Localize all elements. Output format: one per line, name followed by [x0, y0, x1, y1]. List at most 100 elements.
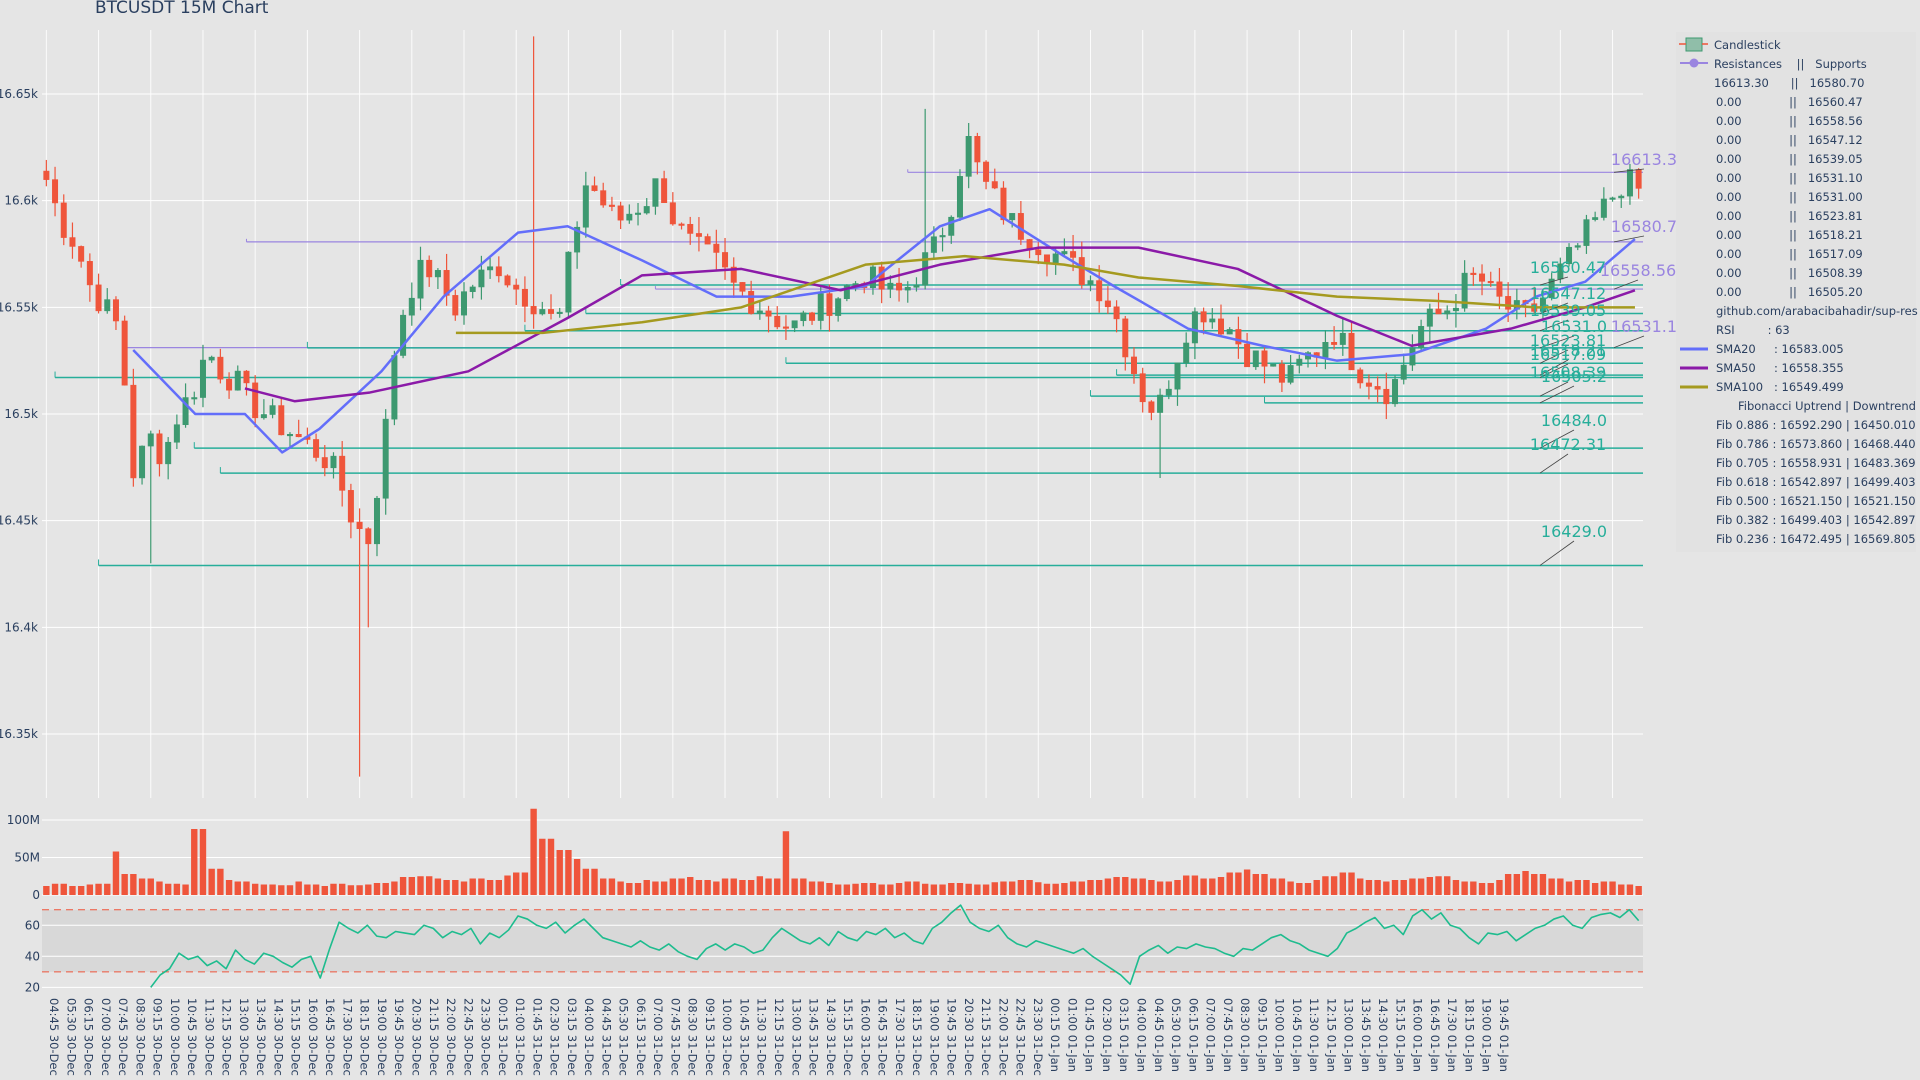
x-tick-label: 11:30 31-Dec	[755, 998, 769, 1076]
x-tick-label: 15:15 30-Dec	[289, 998, 303, 1076]
volume-bar	[948, 883, 955, 895]
x-tick-label: 19:45 30-Dec	[392, 998, 406, 1076]
x-tick-label: 13:00 31-Dec	[789, 998, 803, 1076]
x-tick-label: 01:45 01-Jan	[1083, 998, 1097, 1072]
candle-body	[226, 378, 233, 391]
volume-bar	[1261, 874, 1268, 895]
volume-bar	[591, 868, 598, 895]
candle-body	[1626, 169, 1633, 197]
level-annotation-arrow	[1539, 335, 1575, 349]
volume-bar	[312, 884, 320, 895]
x-tick-label: 10:45 01-Jan	[1290, 998, 1304, 1072]
candle-body	[1235, 329, 1242, 345]
x-tick-label: 19:45 31-Dec	[945, 998, 959, 1076]
volume-bar	[1383, 881, 1390, 895]
volume-bar	[1052, 883, 1059, 895]
x-tick-label: 09:15 01-Jan	[1255, 998, 1269, 1072]
candle-body	[1479, 273, 1486, 282]
volume-bar	[1557, 878, 1564, 895]
candle-body	[1331, 342, 1338, 345]
candle-body	[139, 445, 146, 479]
volume-bar	[1391, 880, 1399, 895]
candle-body	[191, 397, 198, 400]
volume-bar	[1069, 881, 1077, 895]
volume-bar	[843, 884, 851, 895]
rsi-tick-label: 40	[25, 949, 40, 963]
price-tick-label: 16.45k	[0, 514, 38, 528]
candle-body	[1252, 350, 1259, 368]
candle-body	[1444, 310, 1451, 315]
candle-body	[974, 136, 981, 163]
legend-fib-row: Fib 0.886 : 16592.290 | 16450.010	[1716, 418, 1916, 432]
legend-sr-header: Resistances || Supports	[1714, 57, 1867, 71]
legend-fib-row: Fib 0.705 : 16558.931 | 16483.369	[1716, 456, 1916, 470]
x-tick-label: 03:15 31-Dec	[565, 998, 579, 1076]
level-annotation-arrow	[1613, 168, 1645, 173]
candle-body	[1200, 311, 1207, 323]
volume-bar	[365, 884, 372, 895]
candle-body	[69, 237, 76, 247]
volume-bar	[1061, 883, 1068, 895]
candle-body	[495, 266, 502, 277]
volume-bar	[156, 881, 163, 895]
volume-bar	[1148, 880, 1155, 895]
candle-body	[1139, 373, 1146, 403]
volume-bar	[730, 878, 737, 895]
candle-body	[1078, 257, 1085, 285]
volume-bar	[469, 878, 476, 895]
x-tick-label: 06:15 01-Jan	[1186, 998, 1200, 1072]
volume-bar	[869, 883, 877, 895]
volume-bar	[1095, 880, 1103, 895]
volume-bar	[495, 880, 503, 895]
candle-body	[896, 282, 903, 291]
x-tick-label: 22:45 30-Dec	[461, 998, 475, 1076]
candle-body	[1130, 356, 1137, 374]
candle-body	[243, 370, 250, 384]
volume-bar	[304, 884, 311, 895]
x-tick-label: 01:45 31-Dec	[530, 998, 544, 1076]
candle-body	[1104, 300, 1111, 308]
volume-bar	[43, 886, 50, 895]
volume-bar	[95, 883, 102, 895]
level-annotation-label: 16484.0	[1541, 411, 1607, 430]
volume-bar	[1191, 875, 1199, 895]
candle-body	[1600, 198, 1607, 218]
candle-body	[1244, 343, 1251, 368]
x-tick-label: 17:30 01-Jan	[1445, 998, 1459, 1072]
volume-bar	[1209, 878, 1216, 895]
candle-body	[165, 441, 172, 465]
level-annotation-label: 16523.81	[1530, 331, 1606, 350]
candle-body	[461, 291, 468, 316]
volume-bar	[904, 881, 911, 895]
candle-body	[1426, 308, 1433, 327]
volume-bar	[1156, 881, 1164, 895]
volume-bar	[608, 878, 616, 895]
legend-rsi: RSI : 63	[1716, 323, 1790, 337]
price-tick-label: 16.6k	[4, 194, 38, 208]
x-tick-label: 13:45 01-Jan	[1359, 998, 1373, 1072]
x-tick-label: 10:45 30-Dec	[185, 998, 199, 1076]
candle-body	[1043, 254, 1050, 264]
volume-bar	[1174, 880, 1181, 895]
candle-body	[1505, 296, 1512, 310]
legend-sr-row: 16613.30 || 16580.70	[1714, 76, 1865, 90]
volume-bar	[643, 880, 650, 895]
volume-bar	[1078, 881, 1085, 895]
candle-body	[60, 202, 67, 238]
candle-body	[426, 259, 433, 278]
x-tick-label: 19:45 01-Jan	[1497, 998, 1511, 1072]
level-annotation-arrow	[1539, 276, 1569, 286]
candle-body	[1461, 272, 1468, 309]
legend-sr-row: 0.00 || 16547.12	[1716, 133, 1863, 147]
level-annotation-label: 16547.12	[1530, 284, 1606, 303]
candle-body	[52, 179, 59, 204]
volume-bar	[251, 883, 259, 895]
x-tick-label: 01:00 31-Dec	[513, 998, 527, 1076]
candle-body	[408, 297, 415, 316]
x-tick-label: 11:30 01-Jan	[1307, 998, 1321, 1072]
candle-body	[1035, 249, 1042, 256]
x-tick-label: 05:30 31-Dec	[617, 998, 631, 1076]
x-tick-label: 05:30 01-Jan	[1169, 998, 1183, 1072]
volume-bar	[1270, 878, 1277, 895]
candle-body	[469, 286, 476, 292]
